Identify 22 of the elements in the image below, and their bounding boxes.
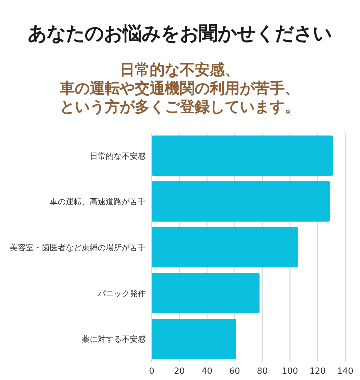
bar bbox=[152, 227, 299, 268]
x-tick-label: 100 bbox=[282, 367, 298, 377]
x-tick-label: 20 bbox=[174, 367, 186, 377]
x-tick-label: 0 bbox=[149, 367, 155, 377]
x-tick-label: 60 bbox=[230, 367, 240, 377]
x-tick-label: 80 bbox=[257, 367, 268, 377]
x-tick-label: 140 bbox=[337, 367, 354, 377]
y-tick-label: 美容室・歯医者など束縛の場所が苦手 bbox=[10, 244, 146, 252]
bar bbox=[152, 182, 330, 222]
y-tick-label: 車の運転、高速道路が苦手 bbox=[50, 198, 146, 207]
text: という方が多くご登録しています。 bbox=[60, 98, 300, 116]
x-tick-label: 40 bbox=[202, 367, 213, 377]
bar bbox=[152, 273, 260, 314]
bar bbox=[152, 318, 236, 360]
y-tick-label: パニック発作 bbox=[97, 289, 146, 298]
bar bbox=[152, 136, 334, 176]
y-tick-label: 薬に対する不安感 bbox=[82, 335, 146, 344]
text: 車の運転や交通機関の利用が苦手、 bbox=[60, 80, 300, 98]
x-tick-label: 120 bbox=[310, 367, 326, 377]
text: 日常的な不安感、 bbox=[120, 61, 240, 79]
y-tick-label: 日常的な不安感 bbox=[90, 152, 146, 161]
chart-title: あなたのお悩みをお聞かせください bbox=[28, 23, 332, 45]
